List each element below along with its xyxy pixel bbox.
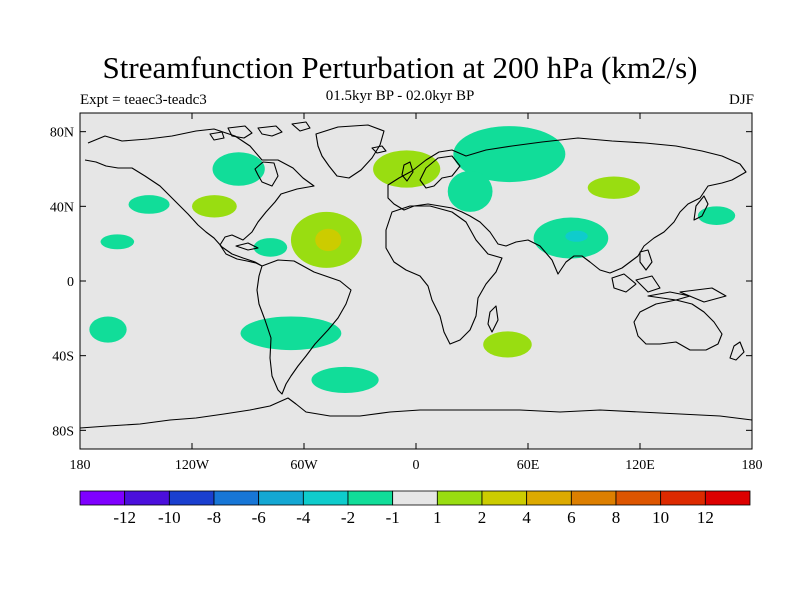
anomaly-region-pos-16 [483, 331, 532, 358]
colorbar-swatch [302, 490, 349, 506]
lon-tick-label: 0 [413, 458, 420, 473]
africa-coast [385, 205, 503, 345]
colorbar-swatch [481, 490, 528, 506]
antarctica-coast [79, 397, 753, 429]
anomaly-region-neg-2 [100, 234, 135, 250]
colorbar-tick-label: 8 [612, 508, 621, 527]
colorbar-tick-label: 2 [478, 508, 487, 527]
anomaly-region-pos-14 [373, 150, 441, 188]
colorbar-swatch [570, 490, 617, 506]
period-label: 01.5kyr BP - 02.0kyr BP [325, 88, 475, 104]
anomaly-region-neg-0 [212, 152, 265, 186]
colorbar-swatch [704, 490, 751, 506]
colorbar: -12 -10 -8 -6 -4 -2 -1 1 2 4 6 8 10 12 [79, 490, 751, 527]
colorbar-tick-label: -4 [296, 508, 311, 527]
greenland [315, 124, 385, 179]
maritime-continent [611, 273, 727, 303]
anomaly-region-neg-10 [697, 206, 736, 226]
colorbar-tick-label: 4 [522, 508, 531, 527]
anomaly-region-pos-17 [315, 228, 342, 252]
south-america-coast [256, 259, 352, 395]
lat-tick-label: 80N [50, 126, 74, 141]
australia [633, 299, 723, 351]
colorbar-swatch [168, 490, 215, 506]
scandinavia [419, 155, 461, 189]
lon-tick-label: 120E [625, 458, 655, 473]
colorbar-swatch [436, 490, 483, 506]
colorbar-tick-label: 10 [652, 508, 669, 527]
colorbar-swatch [124, 490, 170, 506]
longitude-axis: 180 120W 60W 0 60E 120E 180 [70, 113, 763, 473]
colorbar-swatch [258, 490, 304, 506]
colorbar-tick-label: 1 [433, 508, 442, 527]
lon-tick-label: 60W [290, 458, 318, 473]
colorbar-swatch [660, 490, 706, 506]
anomaly-region-neg-4 [89, 316, 127, 343]
madagascar [487, 305, 499, 333]
lon-tick-label: 120W [175, 458, 210, 473]
colorbar-tick-label: -1 [386, 508, 400, 527]
new-zealand [729, 341, 745, 361]
coastlines [79, 121, 753, 429]
map-title: Streamfunction Perturbation at 200 hPa (… [102, 50, 698, 85]
uk-ireland [401, 161, 414, 182]
lon-tick-label: 180 [70, 458, 91, 473]
anomaly-region-neg-11 [565, 230, 588, 242]
lat-tick-label: 80S [52, 424, 74, 439]
latitude-axis: 80N 40N 0 40S 80S [50, 126, 752, 439]
colorbar-tick-label: 6 [567, 508, 576, 527]
anomaly-region-neg-8 [447, 170, 493, 212]
experiment-label: Expt = teaec3-teadc3 [80, 92, 207, 108]
colorbar-swatch [347, 490, 394, 506]
colorbar-swatch [79, 490, 126, 506]
anomaly-region-neg-6 [311, 366, 379, 393]
anomaly-layer [89, 126, 736, 393]
colorbar-swatch [615, 490, 662, 506]
anomaly-region-neg-5 [240, 316, 342, 351]
cuba [235, 242, 259, 251]
lat-tick-label: 40S [52, 350, 74, 365]
north-america-coast [84, 128, 315, 267]
anomaly-region-pos-12 [192, 195, 237, 218]
colorbar-tick-label: -2 [341, 508, 355, 527]
colorbar-swatch [526, 490, 572, 506]
philippines [639, 249, 653, 271]
iceland [371, 145, 387, 154]
colorbar-tick-label: 12 [697, 508, 714, 527]
colorbar-tick-label: -12 [113, 508, 136, 527]
colorbar-tick-label: -8 [207, 508, 221, 527]
anomaly-region-pos-15 [587, 176, 640, 199]
anomaly-region-neg-3 [253, 238, 288, 257]
arctic-islands [209, 121, 311, 141]
colorbar-tick-label: -6 [252, 508, 266, 527]
lat-tick-label: 0 [67, 275, 74, 290]
colorbar-tick-label: -10 [158, 508, 181, 527]
season-label: DJF [728, 92, 754, 108]
colorbar-swatch [213, 490, 260, 506]
lon-tick-label: 60E [517, 458, 540, 473]
hudson-bay [254, 161, 279, 187]
colorbar-swatch [392, 490, 438, 506]
lat-tick-label: 40N [50, 200, 74, 215]
lon-tick-label: 180 [742, 458, 763, 473]
eurasia-coast [387, 137, 747, 275]
japan [693, 195, 709, 221]
anomaly-region-neg-7 [453, 126, 566, 183]
anomaly-region-neg-1 [128, 195, 170, 214]
